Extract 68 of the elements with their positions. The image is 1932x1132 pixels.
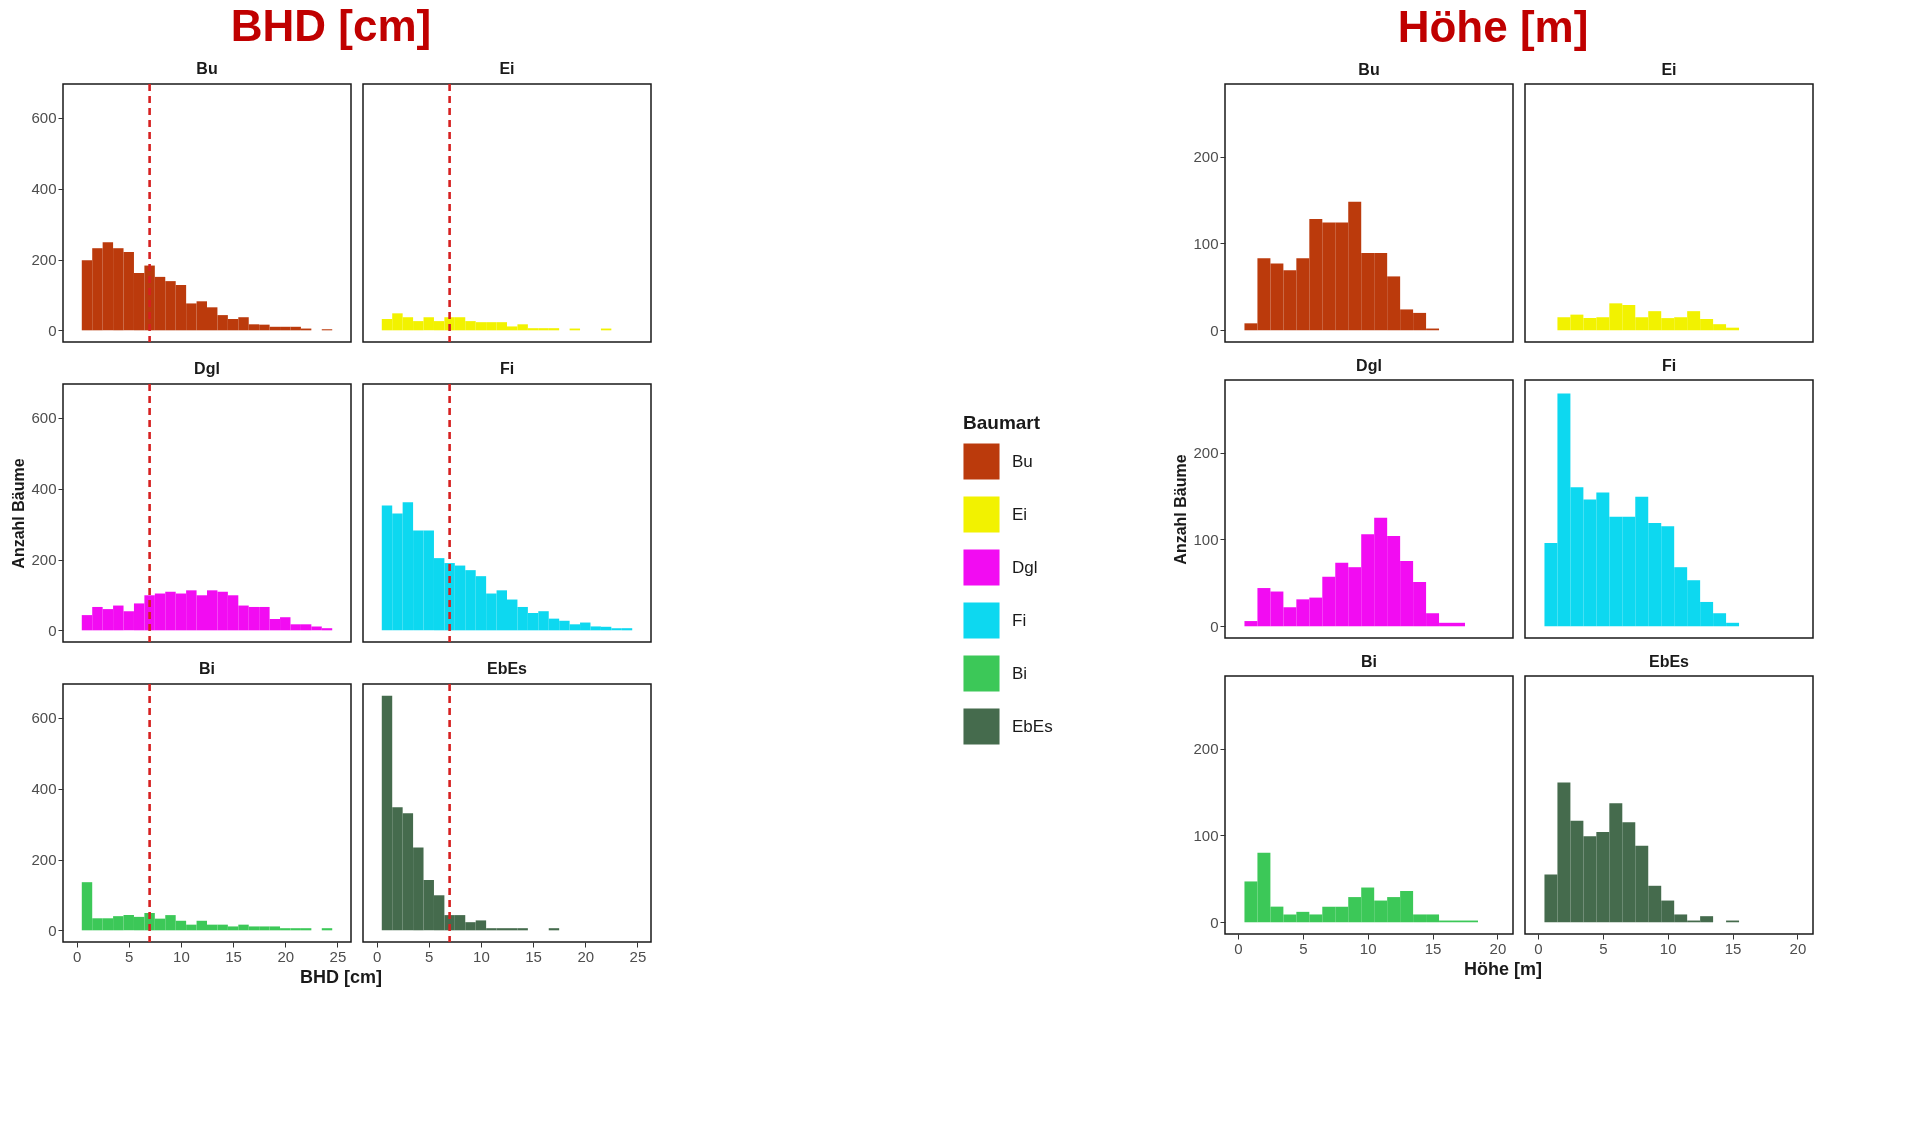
y-axis-title: Anzahl Bäume <box>10 458 28 569</box>
y-tick-label: 0 <box>1210 913 1219 931</box>
x-tick-label: 15 <box>1724 939 1742 957</box>
x-tick-label: 10 <box>473 947 490 965</box>
text: BHD [cm] <box>230 0 432 50</box>
text: Ei <box>499 59 515 77</box>
y-tick-label: 400 <box>31 780 57 798</box>
y-tick-label: 200 <box>31 551 57 569</box>
x-tick-label: 25 <box>629 947 647 965</box>
legend-label: Ei <box>1012 504 1028 524</box>
y-tick-label: 200 <box>31 851 57 869</box>
legend-label: Bu <box>1012 451 1033 471</box>
y-tick-label: 0 <box>1210 617 1219 635</box>
x-tick-label: 10 <box>1359 939 1377 957</box>
x-tick-label: 10 <box>1659 939 1677 957</box>
y-tick-label: 200 <box>1193 444 1219 462</box>
x-tick-label: 15 <box>525 947 542 965</box>
x-tick-label: 0 <box>1534 939 1543 957</box>
y-tick-label: 600 <box>31 409 57 427</box>
x-tick-label: 5 <box>1299 939 1308 957</box>
text: Dgl <box>1356 357 1382 374</box>
y-tick-label: 100 <box>1193 530 1219 548</box>
y-tick-label: 200 <box>1193 148 1219 166</box>
text: Bu <box>196 59 218 77</box>
x-tick-label: 20 <box>277 947 295 965</box>
y-tick-label: 0 <box>48 321 57 339</box>
y-tick-label: 0 <box>48 621 57 639</box>
x-tick-label: 0 <box>1234 939 1243 957</box>
text: Fi <box>1661 357 1677 374</box>
legend-label: Bi <box>1012 663 1028 683</box>
x-axis-title: BHD [cm] <box>299 966 382 987</box>
legend-title: Baumart <box>963 412 1041 433</box>
y-tick-label: 400 <box>31 480 57 498</box>
text: Bi <box>199 659 215 677</box>
x-tick-label: 5 <box>425 947 434 965</box>
legend-label: Dgl <box>1012 557 1038 577</box>
text: Dgl <box>194 359 220 377</box>
x-tick-label: 15 <box>225 947 242 965</box>
x-tick-label: 20 <box>1789 939 1807 957</box>
legend-label: Fi <box>1012 610 1027 630</box>
y-tick-label: 100 <box>1193 234 1219 252</box>
text: Ei <box>1661 61 1677 78</box>
x-tick-label: 0 <box>372 947 382 965</box>
x-axis-title: Höhe [m] <box>1463 958 1542 979</box>
x-tick-label: 20 <box>577 947 595 965</box>
y-tick-label: 100 <box>1193 826 1219 844</box>
y-tick-label: 200 <box>1193 740 1219 758</box>
text: Bi <box>1361 653 1377 670</box>
text: EbEs <box>486 659 528 677</box>
x-tick-label: 10 <box>173 947 190 965</box>
y-tick-label: 600 <box>31 109 57 127</box>
x-tick-label: 20 <box>1489 939 1507 957</box>
text: Höhe [m] <box>1397 2 1589 52</box>
y-tick-label: 400 <box>31 180 57 198</box>
x-tick-label: 15 <box>1424 939 1442 957</box>
x-tick-label: 25 <box>329 947 347 965</box>
y-tick-label: 0 <box>48 921 57 939</box>
x-tick-label: 5 <box>1599 939 1608 957</box>
y-axis-title: Anzahl Bäume <box>1172 454 1190 565</box>
text: Fi <box>499 359 515 377</box>
x-tick-label: 5 <box>125 947 134 965</box>
text: Bu <box>1358 61 1380 78</box>
y-tick-label: 600 <box>31 709 57 727</box>
text: EbEs <box>1648 653 1690 670</box>
x-tick-label: 0 <box>72 947 82 965</box>
y-tick-label: 200 <box>31 251 57 269</box>
y-tick-label: 0 <box>1210 321 1219 339</box>
legend-label: EbEs <box>1012 716 1053 736</box>
